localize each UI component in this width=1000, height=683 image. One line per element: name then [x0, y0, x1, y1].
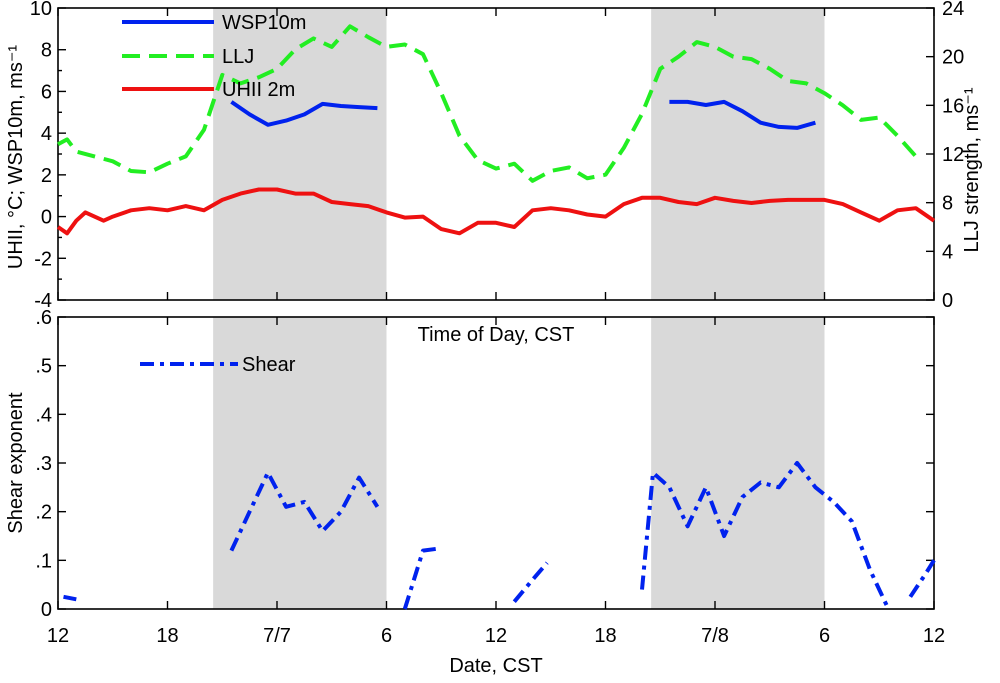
series-shear-segment: [229, 470, 380, 552]
y-tick-label: 2: [41, 165, 52, 187]
shear-y-tick-label: .1: [35, 550, 52, 572]
bottom-x-axis-title: Date, CST: [449, 655, 542, 677]
shaded-interval: [651, 8, 825, 300]
y2-tick-label: 8: [942, 193, 953, 215]
top-left-y-axis-title: UHII, °C; WSP10m, ms⁻¹: [5, 45, 27, 269]
shear-y-tick-label: .3: [35, 453, 52, 475]
y2-tick-label: 12: [942, 144, 964, 166]
series-uhii-2m: [56, 187, 936, 236]
y-tick-label: 0: [41, 207, 52, 229]
x-tick-label: 12: [485, 625, 507, 647]
y2-tick-label: 20: [942, 47, 964, 69]
x-tick-label: 12: [923, 625, 945, 647]
y2-tick-label: 4: [942, 241, 953, 263]
y2-tick-label: 16: [942, 95, 964, 117]
top-right-y-axis-title: LLJ strength, ms⁻¹: [961, 87, 983, 252]
legend-label: Shear: [242, 354, 296, 376]
series-shear-segment: [512, 561, 549, 603]
series-wsp10m: [230, 100, 378, 127]
x-tick-label: 6: [819, 625, 830, 647]
series-shear-segment: [402, 546, 442, 610]
shear-y-tick-label: 0: [41, 599, 52, 621]
shear-y-tick-label: .6: [35, 307, 52, 329]
series-llj: [57, 24, 918, 183]
y-tick-label: 6: [41, 81, 52, 103]
y-tick-label: -2: [34, 248, 52, 270]
bottom-y-axis-title: Shear exponent: [5, 392, 27, 534]
series-layer: [56, 24, 936, 610]
y2-tick-label: 24: [942, 0, 964, 20]
x-tick-label: 18: [594, 625, 616, 647]
legend-label: WSP10m: [222, 12, 306, 34]
top-x-axis-title: Time of Day, CST: [418, 324, 575, 346]
x-tick-label: 6: [381, 625, 392, 647]
shaded-interval: [213, 317, 387, 609]
x-tick-label: 7/8: [701, 625, 729, 647]
series-shear-segment: [908, 559, 936, 598]
y-tick-label: 4: [41, 123, 52, 145]
series-shear-segment: [640, 461, 891, 610]
series-wsp10m: [669, 99, 816, 130]
x-tick-label: 7/7: [263, 625, 291, 647]
y-tick-label: 8: [41, 40, 52, 62]
y2-tick-label: 0: [942, 290, 953, 312]
legend: WSP10m LLJ UHII 2m Shear: [122, 12, 306, 376]
shear-y-tick-label: .4: [35, 404, 52, 426]
series-shear-segment: [63, 594, 77, 602]
shaded-interval: [213, 8, 387, 300]
shaded-periods: [213, 8, 825, 609]
y-tick-label: 10: [30, 0, 52, 20]
legend-label: UHII 2m: [222, 79, 295, 101]
y-tick-label: -4: [34, 290, 52, 312]
legend-label: LLJ: [222, 46, 254, 68]
shear-y-tick-label: .5: [35, 356, 52, 378]
shear-y-tick-label: .2: [35, 502, 52, 524]
x-tick-label: 18: [156, 625, 178, 647]
x-tick-label: 12: [47, 625, 69, 647]
